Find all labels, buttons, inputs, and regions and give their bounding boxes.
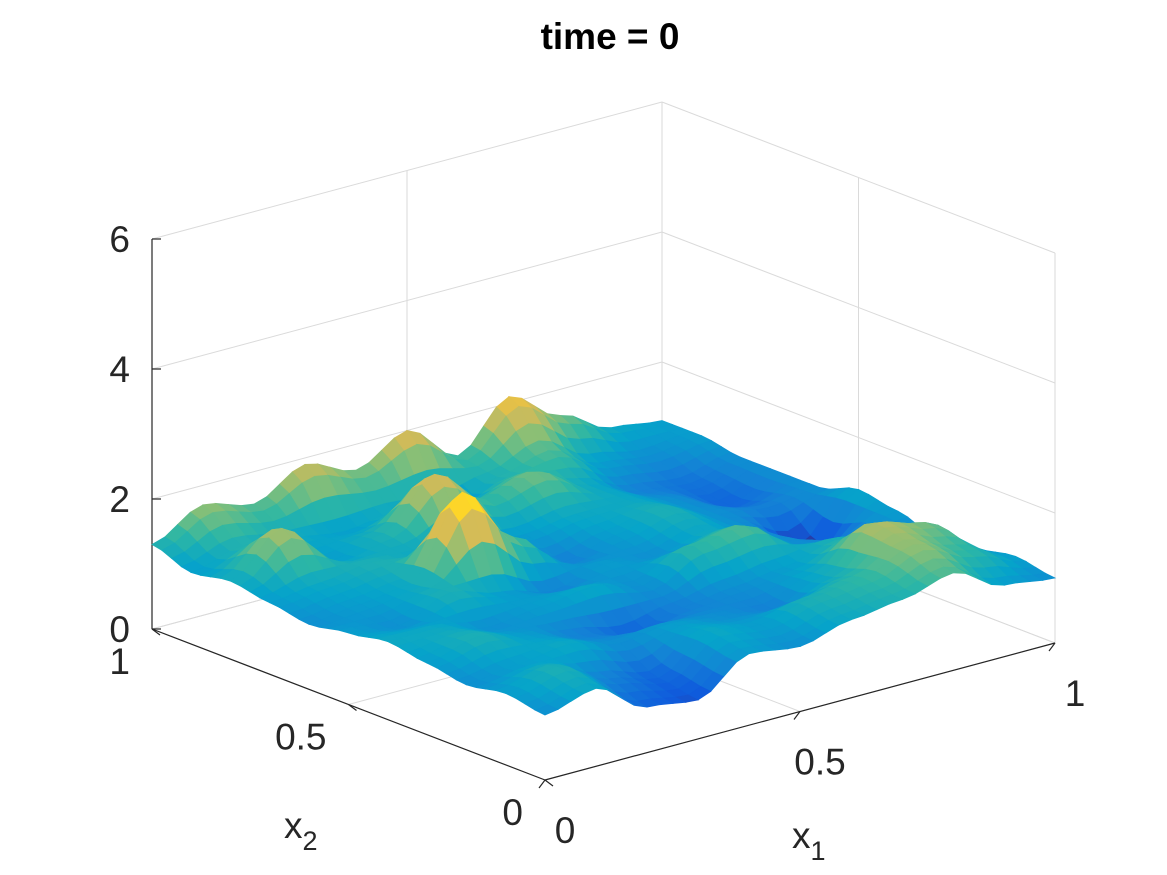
x-tick-mark-2 bbox=[1048, 642, 1056, 652]
y-tick-mark-0 bbox=[544, 779, 554, 787]
surface-patch bbox=[534, 704, 559, 716]
y-tick-label-1: 0.5 bbox=[275, 717, 326, 758]
axis-lines bbox=[151, 238, 1056, 789]
x-axis-label: x1 bbox=[792, 815, 826, 866]
y-tick-mark-2 bbox=[151, 628, 161, 636]
y-axis-label-subscript: 2 bbox=[303, 826, 318, 856]
x-tick-mark-0 bbox=[538, 779, 546, 789]
x-axis-label-subscript: 1 bbox=[811, 836, 826, 866]
x-axis-label-base: x bbox=[792, 815, 811, 856]
chart-title: time = 0 bbox=[541, 16, 680, 57]
z-tick-label-0: 0 bbox=[109, 609, 130, 650]
surface-mesh bbox=[151, 396, 1057, 716]
x-tick-label-2: 1 bbox=[1065, 673, 1086, 714]
y-axis-label: x2 bbox=[284, 805, 318, 856]
x-tick-mark-1 bbox=[793, 711, 801, 720]
y-axis-label-base: x bbox=[284, 805, 303, 846]
x-tick-label-1: 0.5 bbox=[794, 742, 845, 783]
y-tick-label-2: 1 bbox=[109, 641, 130, 682]
y-tick-label-0: 0 bbox=[502, 792, 523, 833]
y-tick-mark-1 bbox=[348, 704, 357, 711]
z-tick-label-3: 6 bbox=[109, 219, 130, 260]
z-tick-label-2: 4 bbox=[109, 349, 130, 390]
z-tick-label-1: 2 bbox=[109, 479, 130, 520]
x-tick-label-0: 0 bbox=[555, 810, 576, 851]
